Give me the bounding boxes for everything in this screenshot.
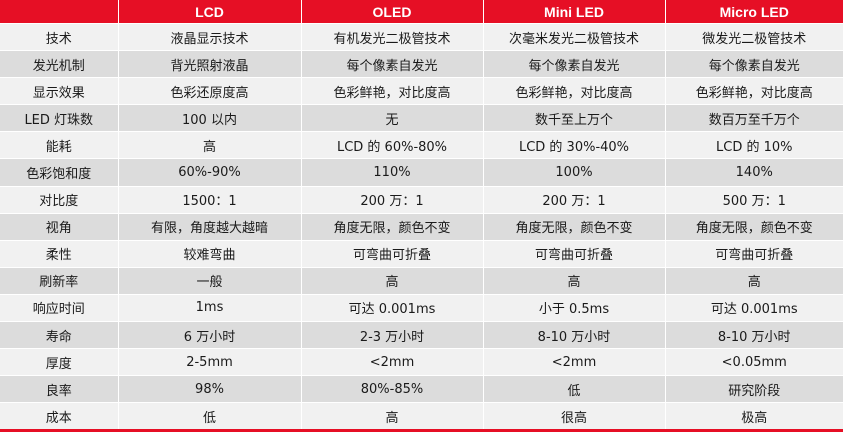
cell-micro-led: 研究阶段 xyxy=(664,375,843,403)
cell-oled: 可达 0.001ms xyxy=(300,293,483,322)
row-label: 良率 xyxy=(0,375,118,403)
row-label: 对比度 xyxy=(0,185,118,214)
cell-mini-led: 小于 0.5ms xyxy=(482,293,665,322)
cell-lcd: 一般 xyxy=(117,266,301,295)
cell-mini-led: 次毫米发光二极管技术 xyxy=(482,22,665,51)
table-header: LCD OLED Mini LED Micro LED xyxy=(0,0,843,24)
row-label: 视角 xyxy=(0,212,118,241)
table-row: 柔性 较难弯曲 可弯曲可折叠 可弯曲可折叠 可弯曲可折叠 xyxy=(0,239,843,268)
cell-oled: 无 xyxy=(300,104,483,132)
cell-micro-led: 可达 0.001ms xyxy=(664,293,843,322)
row-label: 显示效果 xyxy=(0,77,118,105)
cell-micro-led: 数百万至千万个 xyxy=(664,104,843,132)
cell-lcd: 1ms xyxy=(117,293,301,322)
row-label: 响应时间 xyxy=(0,293,118,322)
table-row: 色彩饱和度 60%-90% 110% 100% 140% xyxy=(0,158,843,187)
cell-lcd: 背光照射液晶 xyxy=(117,50,301,78)
cell-micro-led: 140% xyxy=(664,158,843,187)
cell-lcd: 100 以内 xyxy=(117,104,301,132)
cell-micro-led: 角度无限，颜色不变 xyxy=(664,212,843,241)
cell-mini-led: 数千至上万个 xyxy=(482,104,665,132)
cell-oled: 可弯曲可折叠 xyxy=(300,239,483,268)
cell-micro-led: 高 xyxy=(664,266,843,295)
cell-lcd: 液晶显示技术 xyxy=(117,22,301,51)
cell-mini-led: 8-10 万小时 xyxy=(482,321,665,349)
cell-lcd: 高 xyxy=(117,131,301,159)
row-label: 刷新率 xyxy=(0,266,118,295)
cell-lcd: 60%-90% xyxy=(117,158,301,187)
table-row: 发光机制 背光照射液晶 每个像素自发光 每个像素自发光 每个像素自发光 xyxy=(0,50,843,78)
table-row: 厚度 2-5mm <2mm <2mm <0.05mm xyxy=(0,348,843,376)
cell-oled: <2mm xyxy=(300,348,483,376)
table-row: 响应时间 1ms 可达 0.001ms 小于 0.5ms 可达 0.001ms xyxy=(0,293,843,322)
cell-mini-led: 每个像素自发光 xyxy=(482,50,665,78)
cell-mini-led: 很高 xyxy=(482,402,665,432)
table-row: 对比度 1500：1 200 万：1 200 万：1 500 万：1 xyxy=(0,185,843,214)
header-mini-led: Mini LED xyxy=(482,0,665,24)
cell-mini-led: 角度无限，颜色不变 xyxy=(482,212,665,241)
row-label: 厚度 xyxy=(0,348,118,376)
table-row: 视角 有限，角度越大越暗 角度无限，颜色不变 角度无限，颜色不变 角度无限，颜色不变 xyxy=(0,212,843,241)
cell-oled: 110% xyxy=(300,158,483,187)
cell-lcd: 1500：1 xyxy=(117,185,301,214)
table-row: 成本低高很高 极高 xyxy=(0,402,843,432)
cell-oled: 角度无限，颜色不变 xyxy=(300,212,483,241)
cell-lcd: 2-5mm xyxy=(117,348,301,376)
row-label: 色彩饱和度 xyxy=(0,158,118,187)
header-oled: OLED xyxy=(300,0,483,24)
cell-oled: 200 万：1 xyxy=(300,185,483,214)
header-corner xyxy=(0,0,118,24)
cell-micro-led: 色彩鲜艳，对比度高 xyxy=(664,77,843,105)
cell-micro-led: 8-10 万小时 xyxy=(664,321,843,349)
cell-oled: 有机发光二极管技术 xyxy=(300,22,483,51)
cell-micro-led: 每个像素自发光 xyxy=(664,50,843,78)
cell-mini-led: 可弯曲可折叠 xyxy=(482,239,665,268)
cell-lcd: 低 xyxy=(117,402,301,432)
cell-oled: 高 xyxy=(300,402,483,432)
cell-oled: 高 xyxy=(300,266,483,295)
table-body: 技术 液晶显示技术 有机发光二极管技术 次毫米发光二极管技术 微发光二极管技术 发光机制背… xyxy=(0,22,843,432)
row-label: 能耗 xyxy=(0,131,118,159)
table-row: 显示效果 色彩还原度高 色彩鲜艳，对比度高 色彩鲜艳，对比度高 色彩鲜艳，对比度高 xyxy=(0,77,843,105)
cell-micro-led: LCD 的 10% xyxy=(664,131,843,159)
row-label: 技术 xyxy=(0,22,118,51)
table-row: 能耗高 LCD 的 60%-80% LCD 的 30%-40% LCD 的 10% xyxy=(0,131,843,159)
cell-mini-led: 色彩鲜艳，对比度高 xyxy=(482,77,665,105)
cell-lcd: 较难弯曲 xyxy=(117,239,301,268)
cell-mini-led: 低 xyxy=(482,375,665,403)
cell-mini-led: <2mm xyxy=(482,348,665,376)
header-micro-led: Micro LED xyxy=(664,0,843,24)
cell-mini-led: 高 xyxy=(482,266,665,295)
row-label: 寿命 xyxy=(0,321,118,349)
row-label: 成本 xyxy=(0,402,118,432)
cell-lcd: 98% xyxy=(117,375,301,403)
cell-mini-led: LCD 的 30%-40% xyxy=(482,131,665,159)
table-row: 良率 98% 80%-85% 低研究阶段 xyxy=(0,375,843,403)
cell-oled: LCD 的 60%-80% xyxy=(300,131,483,159)
cell-micro-led: 500 万：1 xyxy=(664,185,843,214)
cell-oled: 2-3 万小时 xyxy=(300,321,483,349)
cell-micro-led: 可弯曲可折叠 xyxy=(664,239,843,268)
cell-lcd: 色彩还原度高 xyxy=(117,77,301,105)
cell-lcd: 6 万小时 xyxy=(117,321,301,349)
cell-micro-led: <0.05mm xyxy=(664,348,843,376)
row-label: LED 灯珠数 xyxy=(0,104,118,132)
cell-oled: 每个像素自发光 xyxy=(300,50,483,78)
table-row: 寿命 6 万小时 2-3 万小时 8-10 万小时 8-10 万小时 xyxy=(0,321,843,349)
cell-mini-led: 100% xyxy=(482,158,665,187)
header-row: LCD OLED Mini LED Micro LED xyxy=(0,0,843,24)
cell-micro-led: 微发光二极管技术 xyxy=(664,22,843,51)
cell-mini-led: 200 万：1 xyxy=(482,185,665,214)
header-lcd: LCD xyxy=(117,0,301,24)
row-label: 柔性 xyxy=(0,239,118,268)
cell-lcd: 有限，角度越大越暗 xyxy=(117,212,301,241)
table-row: 技术 液晶显示技术 有机发光二极管技术 次毫米发光二极管技术 微发光二极管技术 xyxy=(0,22,843,51)
cell-micro-led: 极高 xyxy=(664,402,843,432)
cell-oled: 80%-85% xyxy=(300,375,483,403)
table-row: 刷新率 一般高高高 xyxy=(0,266,843,295)
cell-oled: 色彩鲜艳，对比度高 xyxy=(300,77,483,105)
row-label: 发光机制 xyxy=(0,50,118,78)
table-row: LED 灯珠数 100 以内无数千至上万个 数百万至千万个 xyxy=(0,104,843,132)
